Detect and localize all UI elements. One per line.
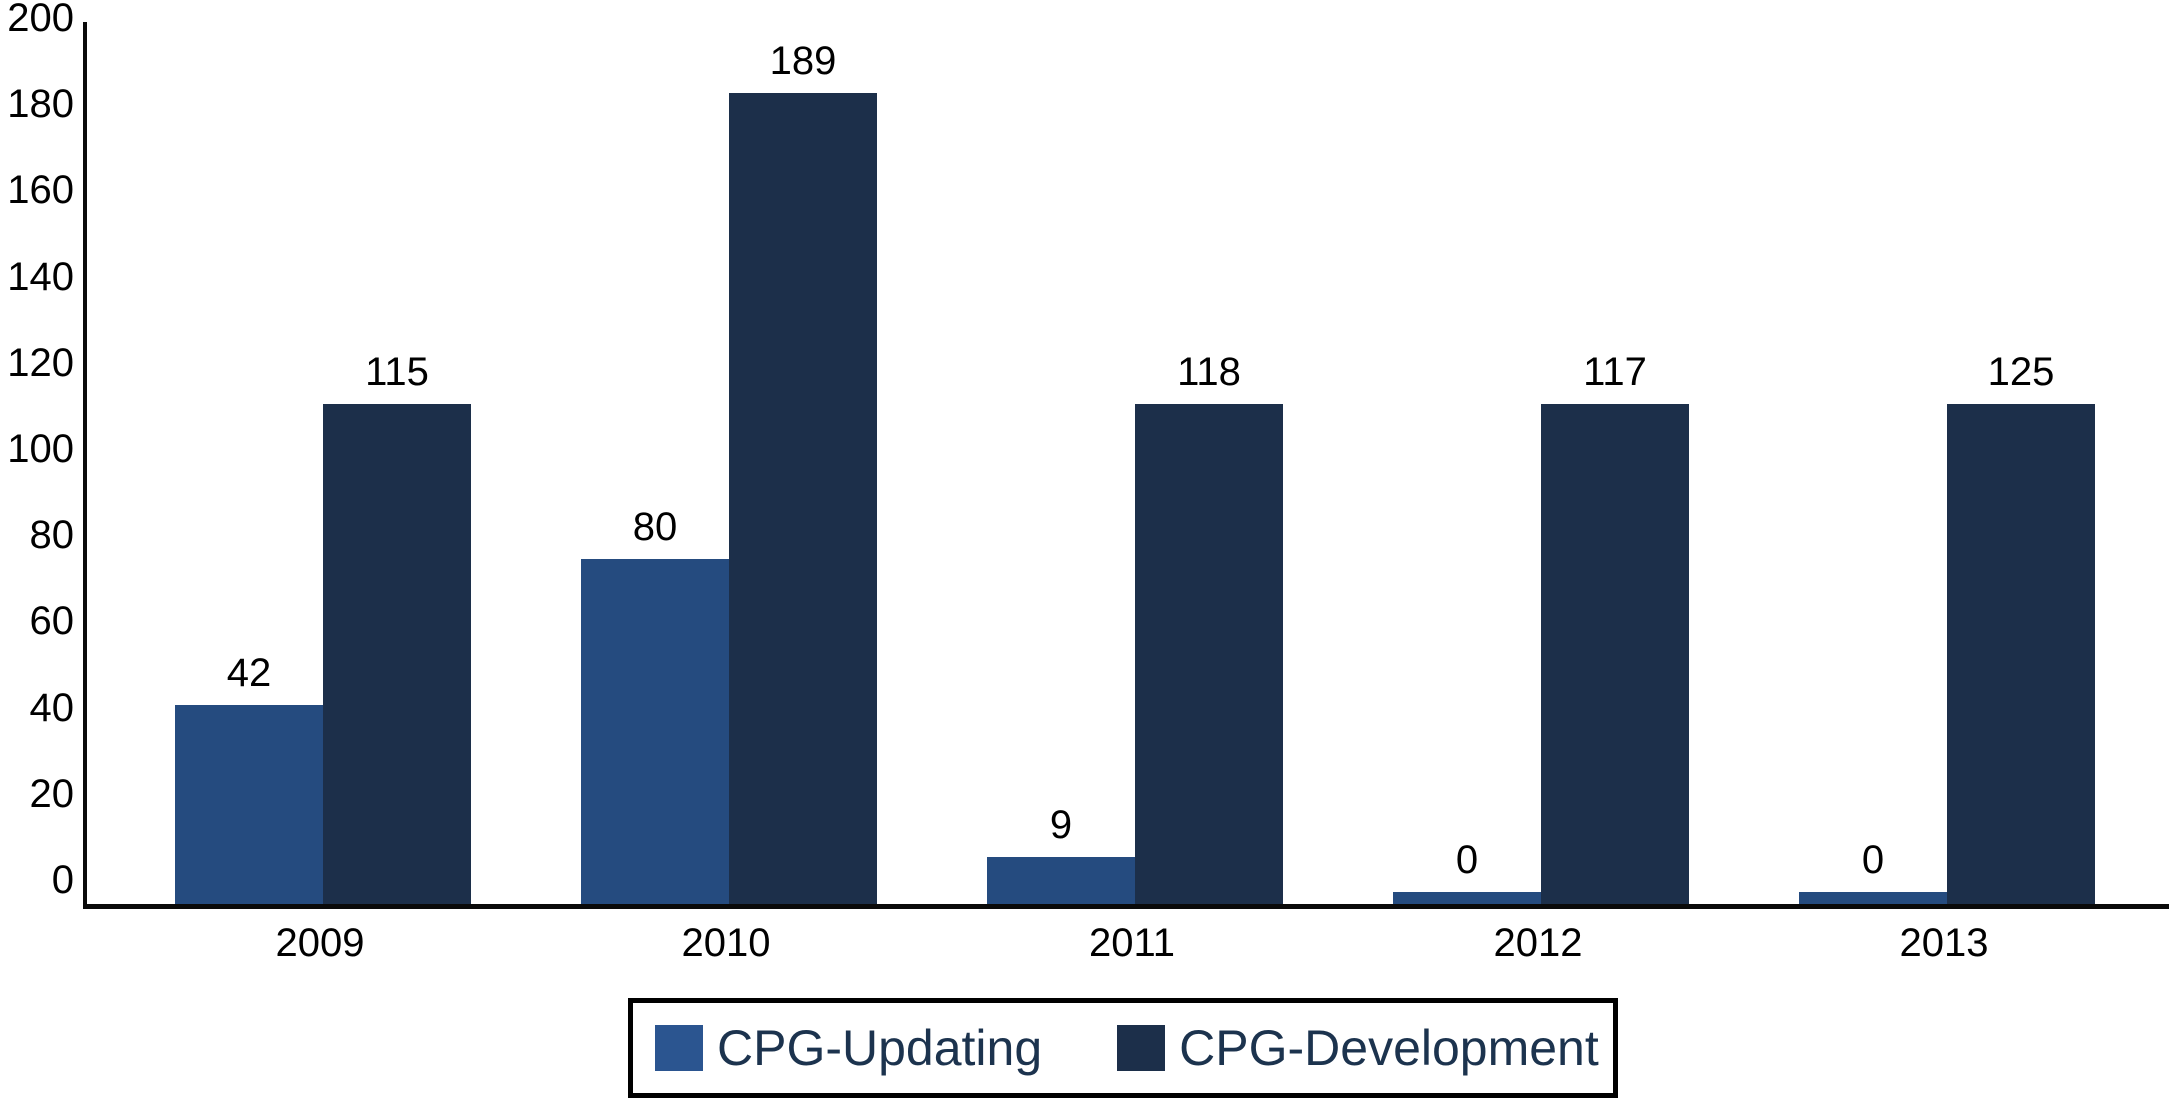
y-tick-label: 180 xyxy=(7,82,74,127)
x-tick-label: 2010 xyxy=(681,921,771,965)
bar-value-label: 0 xyxy=(1861,838,1885,882)
bar-cpg-updating-2009 xyxy=(175,705,323,906)
y-tick-label: 0 xyxy=(51,858,74,902)
y-tick-label: 200 xyxy=(7,0,74,40)
y-tick-label: 60 xyxy=(29,599,75,644)
bar-value-label: 0 xyxy=(1455,838,1479,882)
x-axis-line xyxy=(83,904,2169,909)
bar-cpg-development-2011 xyxy=(1135,404,1283,906)
bar-value-label: 9 xyxy=(1049,803,1073,847)
bar-cpg-updating-2011 xyxy=(987,857,1135,906)
bar-cpg-development-2009 xyxy=(323,404,471,906)
y-tick-label: 80 xyxy=(29,513,75,558)
legend: CPG-Updating CPG-Development xyxy=(628,998,1618,1098)
x-tick-label: 2011 xyxy=(1088,921,1175,965)
bar-cpg-updating-2012 xyxy=(1393,892,1541,906)
y-axis-line xyxy=(83,22,87,908)
y-tick-label: 140 xyxy=(7,254,74,299)
y-tick-label: 40 xyxy=(29,685,75,730)
legend-item-label: CPG-Development xyxy=(1179,1020,1599,1076)
bar-value-label: 42 xyxy=(226,651,272,695)
bar-cpg-updating-2013 xyxy=(1799,892,1947,906)
bar-cpg-updating-2010 xyxy=(581,559,729,906)
x-tick-label: 2013 xyxy=(1899,921,1989,965)
legend-swatch-icon xyxy=(655,1025,703,1071)
bar-value-label: 118 xyxy=(1177,350,1241,394)
bar-value-label: 115 xyxy=(365,350,429,394)
y-tick-label: 120 xyxy=(7,340,74,385)
y-tick-label: 160 xyxy=(7,168,74,213)
x-tick-label: 2009 xyxy=(275,921,365,965)
y-tick-label: 20 xyxy=(29,771,75,816)
bar-value-label: 80 xyxy=(632,505,678,549)
bar-value-label: 125 xyxy=(1987,350,2055,394)
y-tick-label: 100 xyxy=(7,427,74,471)
x-tick-label: 2012 xyxy=(1493,921,1583,965)
legend-swatch-icon xyxy=(1117,1025,1166,1071)
bar-value-label: 189 xyxy=(769,39,837,83)
legend-item: CPG-Development xyxy=(1117,1023,1599,1073)
bar-cpg-development-2010 xyxy=(729,93,877,906)
bar-cpg-development-2012 xyxy=(1541,404,1689,906)
legend-item-label: CPG-Updating xyxy=(717,1020,1043,1076)
legend-item: CPG-Updating xyxy=(655,1023,1042,1073)
bar-value-label: 117 xyxy=(1583,350,1647,394)
bar-cpg-development-2013 xyxy=(1947,404,2095,906)
